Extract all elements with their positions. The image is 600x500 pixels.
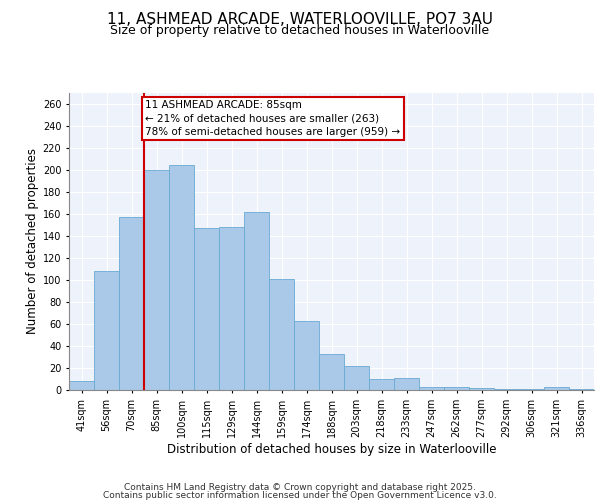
Bar (444, 386, 469, 390)
Bar (294, 320, 319, 390)
Bar (569, 389, 594, 390)
Y-axis label: Number of detached properties: Number of detached properties (26, 148, 38, 334)
Bar (544, 386, 569, 390)
Text: 11 ASHMEAD ARCADE: 85sqm
← 21% of detached houses are smaller (263)
78% of semi-: 11 ASHMEAD ARCADE: 85sqm ← 21% of detach… (145, 100, 400, 136)
Text: Contains public sector information licensed under the Open Government Licence v3: Contains public sector information licen… (103, 491, 497, 500)
Bar (419, 386, 444, 390)
Text: 11, ASHMEAD ARCADE, WATERLOOVILLE, PO7 3AU: 11, ASHMEAD ARCADE, WATERLOOVILLE, PO7 3… (107, 12, 493, 28)
Bar (469, 388, 494, 390)
Bar (94, 271, 119, 390)
Bar (394, 378, 419, 390)
Bar (169, 165, 194, 390)
Bar (494, 389, 519, 390)
Text: Contains HM Land Registry data © Crown copyright and database right 2025.: Contains HM Land Registry data © Crown c… (124, 484, 476, 492)
X-axis label: Distribution of detached houses by size in Waterlooville: Distribution of detached houses by size … (167, 442, 496, 456)
Bar (269, 278, 294, 390)
Bar (369, 379, 394, 390)
Bar (319, 354, 344, 390)
Bar (144, 170, 169, 390)
Bar (219, 227, 244, 390)
Text: Size of property relative to detached houses in Waterlooville: Size of property relative to detached ho… (110, 24, 490, 37)
Bar (519, 389, 544, 390)
Bar (69, 381, 94, 390)
Bar (244, 212, 269, 390)
Bar (119, 217, 144, 390)
Bar (344, 366, 369, 390)
Bar (194, 228, 219, 390)
